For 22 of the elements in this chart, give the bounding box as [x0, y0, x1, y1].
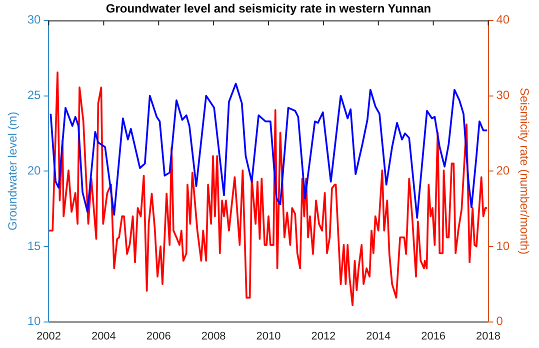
x-tick-label: 2014	[366, 330, 391, 342]
y-tick-label: 15	[27, 238, 42, 253]
x-tick-label: 2012	[311, 330, 336, 342]
x-tick-label: 2008	[201, 330, 226, 342]
x-tick-label: 2018	[476, 330, 500, 342]
y2-tick-label: 40	[496, 12, 510, 27]
y-tick-label: 10	[27, 314, 42, 328]
y-tick-label: 25	[27, 88, 42, 102]
x-tick-label: 2010	[256, 330, 281, 342]
x-tick-label: 2004	[91, 330, 116, 342]
y-tick-label: 20	[27, 163, 42, 178]
chart-title: Groundwater level and seismicity rate in western Yunnan	[106, 2, 432, 16]
x-tick-label: 2002	[36, 330, 61, 342]
x-tick-label: 2016	[421, 330, 446, 342]
y2-axis-title: Seismicity rate (number/month)	[517, 88, 532, 254]
y-tick-label: 30	[27, 12, 42, 27]
y2-tick-label: 20	[496, 163, 510, 178]
y2-tick-label: 0	[496, 314, 504, 328]
y-axis-title: Groundwater level (m)	[6, 112, 20, 230]
y2-tick-label: 30	[496, 88, 510, 102]
y2-tick-label: 10	[496, 238, 510, 253]
x-tick-label: 2006	[146, 330, 171, 342]
